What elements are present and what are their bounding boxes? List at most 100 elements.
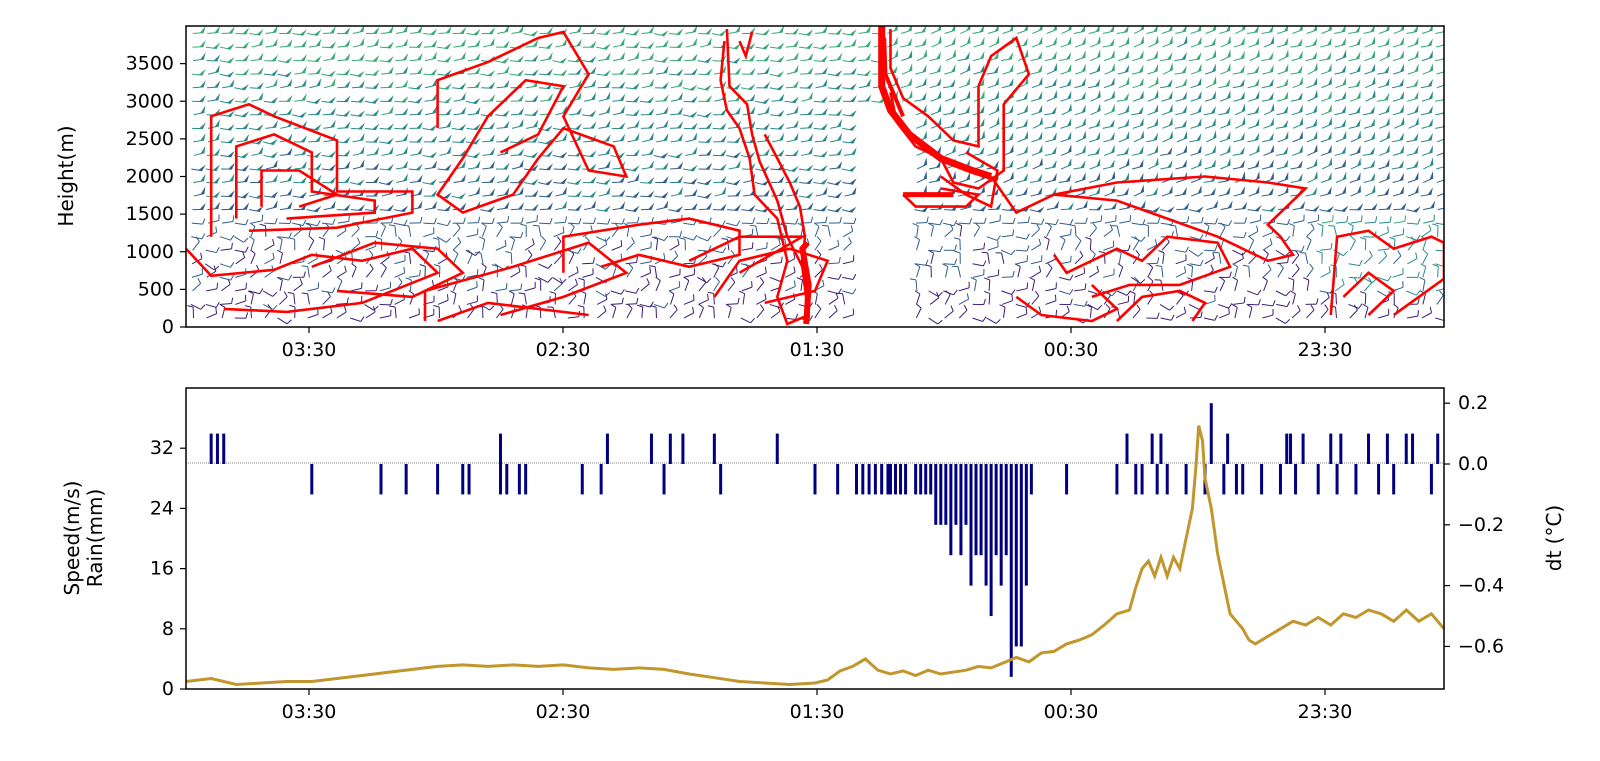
wind-barb-feather <box>1069 289 1074 295</box>
wind-barb <box>670 113 682 116</box>
wind-barb-feather <box>1214 286 1218 293</box>
wind-flag <box>199 122 206 129</box>
wind-barb <box>364 304 375 311</box>
contour-lines <box>186 26 1444 326</box>
wind-flag <box>634 119 640 128</box>
wind-flag <box>1168 117 1173 126</box>
wind-barb <box>1204 44 1216 48</box>
dt-bar <box>873 464 877 495</box>
wind-flag <box>359 37 365 46</box>
wind-flag <box>806 177 814 184</box>
wind-barb <box>234 236 245 243</box>
wind-flag <box>1430 200 1436 209</box>
wind-barb-feather <box>937 319 943 325</box>
wind-barb-feather <box>477 216 481 223</box>
wind-barb-feather <box>1289 290 1296 295</box>
wind-barb <box>381 152 393 156</box>
wind-flag <box>214 92 221 101</box>
wind-barb <box>1002 222 1014 225</box>
wind-flag <box>1313 77 1318 86</box>
wind-flag <box>849 124 857 131</box>
wind-flag <box>865 52 872 60</box>
wind-flag <box>1068 103 1072 112</box>
wind-barb <box>928 290 939 297</box>
wind-barb-feather <box>1169 305 1175 311</box>
wind-barb <box>219 263 231 268</box>
wind-barb-feather <box>1142 223 1149 227</box>
dt-bar <box>1165 464 1169 495</box>
wind-barb-feather <box>605 264 611 270</box>
wind-flag <box>1427 105 1433 114</box>
speed-axis-label: Speed(m/s) <box>60 481 84 596</box>
wind-flag <box>300 39 308 47</box>
wind-barb <box>1205 56 1217 62</box>
wind-barb <box>1350 220 1362 224</box>
wind-flag <box>676 28 684 35</box>
wind-barb <box>540 58 552 62</box>
wind-flag <box>834 191 843 198</box>
wind-flag <box>776 71 785 77</box>
wind-flag <box>1168 185 1173 194</box>
wind-barb <box>394 225 397 237</box>
wind-barb <box>552 276 563 284</box>
wind-flag <box>459 149 467 156</box>
wind-flag <box>1067 63 1072 72</box>
wind-flag <box>1297 160 1303 168</box>
wind-flag <box>1312 205 1320 212</box>
wind-barb <box>914 31 926 35</box>
wind-barb-feather <box>479 236 485 240</box>
wind-barb <box>842 127 854 131</box>
wind-flag <box>733 179 741 185</box>
wind-barb <box>697 236 708 242</box>
wind-flag <box>677 133 684 141</box>
wind-barb <box>554 221 566 224</box>
wind-flag <box>907 77 913 86</box>
dt-bar <box>1335 464 1339 495</box>
wind-barb <box>757 140 769 143</box>
wind-barb-feather <box>288 237 295 240</box>
dt-bar <box>1429 464 1433 495</box>
wind-barb <box>1015 303 1027 308</box>
wind-barb <box>1015 236 1027 240</box>
wind-barb <box>612 266 617 278</box>
wind-barb <box>1175 225 1178 237</box>
wind-flag <box>387 95 394 102</box>
wind-flag <box>779 132 785 141</box>
wind-barb <box>293 283 303 292</box>
wind-flag <box>344 52 351 61</box>
wind-barb <box>510 307 516 319</box>
wind-barb <box>697 195 709 199</box>
wind-flag <box>256 164 264 171</box>
wind-flag <box>488 121 496 129</box>
wind-flag <box>908 89 913 99</box>
wind-barb-feather <box>966 293 970 300</box>
wind-barb <box>1088 192 1100 197</box>
wind-flag <box>242 41 250 48</box>
wind-barb <box>785 298 796 305</box>
wind-barb <box>1233 302 1245 305</box>
wind-barb <box>1378 165 1390 170</box>
wind-barb <box>496 72 508 75</box>
wind-barb <box>1174 193 1186 197</box>
wind-barb <box>858 85 870 89</box>
wind-barb <box>1248 240 1255 251</box>
wind-flag <box>473 123 481 130</box>
wind-barb <box>379 209 391 212</box>
wind-barb <box>308 240 315 251</box>
wind-barb <box>741 247 753 251</box>
wind-flag <box>793 187 799 196</box>
wind-barb <box>1290 98 1302 102</box>
wind-flag <box>1081 36 1086 45</box>
wind-barb-feather <box>942 263 949 268</box>
wind-barb <box>1118 266 1124 278</box>
wind-barb <box>986 317 997 324</box>
wind-barb <box>1277 137 1289 143</box>
wind-barb <box>1275 317 1286 324</box>
wind-flag <box>663 119 669 128</box>
wind-flag <box>605 105 611 114</box>
wind-flag <box>734 204 742 211</box>
wind-barb-feather <box>521 217 524 224</box>
wind-flag <box>764 66 770 74</box>
wind-flag <box>1109 38 1115 46</box>
